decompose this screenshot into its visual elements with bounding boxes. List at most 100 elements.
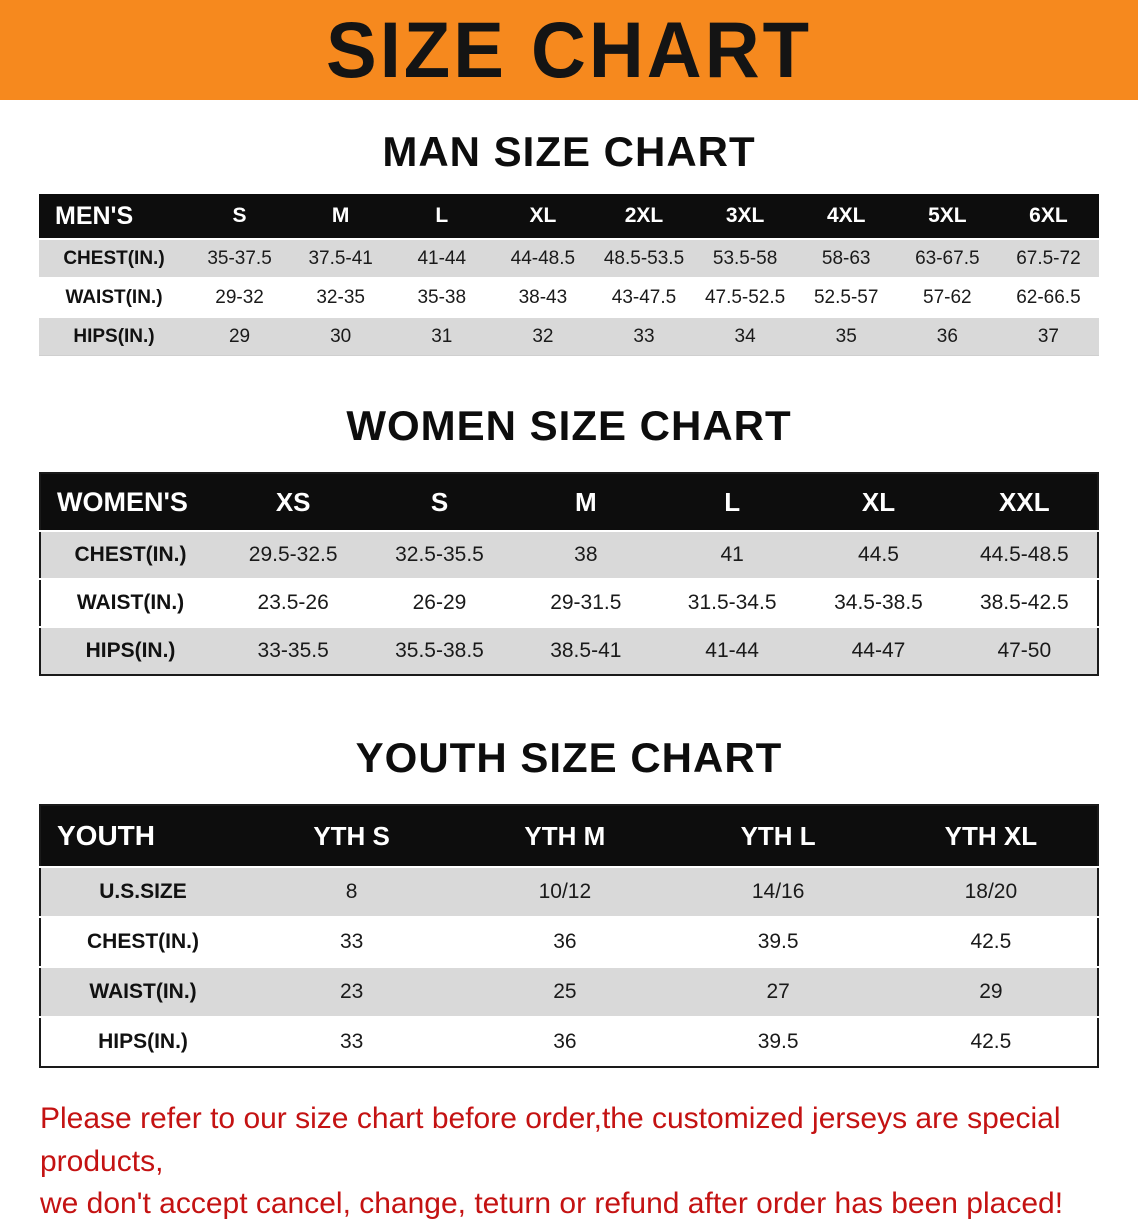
disclaimer-line-1: Please refer to our size chart before or…	[40, 1102, 1061, 1178]
size-value-cell: 39.5	[671, 916, 885, 967]
table-row: CHEST(IN.) 33 36 39.5 42.5	[40, 916, 1098, 967]
size-value-cell: 33	[245, 1016, 459, 1067]
table-row: HIPS(IN.) 33 36 39.5 42.5	[40, 1016, 1098, 1067]
size-value-cell: 31.5-34.5	[658, 578, 806, 627]
size-value-cell: 57-62	[896, 277, 998, 317]
size-value-cell: 34	[694, 316, 796, 356]
size-value-cell: 32-35	[290, 277, 392, 317]
row-label: WAIST(IN.)	[40, 578, 220, 627]
size-value-cell: 41	[658, 530, 806, 579]
row-label: HIPS(IN.)	[40, 626, 220, 675]
row-label: WAIST(IN.)	[40, 966, 245, 1017]
size-value-cell: 31	[391, 316, 493, 356]
size-value-cell: 43-47.5	[593, 277, 695, 317]
size-value-cell: 29	[884, 966, 1098, 1017]
size-value-cell: 39.5	[671, 1016, 885, 1067]
size-column-header: XXL	[951, 473, 1098, 531]
size-value-cell: 33	[593, 316, 695, 356]
size-column-header: YTH L	[671, 805, 885, 867]
size-value-cell: 35.5-38.5	[366, 626, 513, 675]
size-value-cell: 29.5-32.5	[220, 530, 367, 579]
size-value-cell: 41-44	[658, 626, 806, 675]
size-chart-banner: SIZE CHART	[0, 0, 1138, 100]
size-column-header: XL	[805, 473, 952, 531]
size-value-cell: 58-63	[795, 238, 897, 278]
size-value-cell: 37	[997, 316, 1099, 356]
size-column-header: YTH M	[458, 805, 672, 867]
size-value-cell: 30	[290, 316, 392, 356]
size-value-cell: 44.5-48.5	[951, 530, 1098, 579]
size-value-cell: 37.5-41	[290, 238, 392, 278]
table-row: HIPS(IN.) 29 30 31 32 33 34 35 36 37	[39, 316, 1099, 356]
size-value-cell: 38.5-42.5	[951, 578, 1098, 627]
size-value-cell: 36	[896, 316, 998, 356]
disclaimer-text: Please refer to our size chart before or…	[40, 1098, 1102, 1226]
men-size-table: MEN'S S M L XL 2XL 3XL 4XL 5XL 6XL CHEST…	[39, 194, 1099, 356]
size-value-cell: 10/12	[458, 866, 672, 917]
size-column-header: 6XL	[997, 194, 1099, 239]
size-column-header: 3XL	[694, 194, 796, 239]
size-value-cell: 35	[795, 316, 897, 356]
size-column-header: YTH S	[245, 805, 459, 867]
size-value-cell: 36	[458, 1016, 672, 1067]
size-value-cell: 38.5-41	[512, 626, 659, 675]
size-value-cell: 42.5	[884, 916, 1098, 967]
size-value-cell: 44.5	[805, 530, 952, 579]
size-value-cell: 41-44	[391, 238, 493, 278]
size-column-header: S	[366, 473, 513, 531]
size-value-cell: 18/20	[884, 866, 1098, 917]
row-label: CHEST(IN.)	[40, 530, 220, 579]
table-row: CHEST(IN.) 29.5-32.5 32.5-35.5 38 41 44.…	[40, 530, 1098, 579]
size-value-cell: 67.5-72	[997, 238, 1099, 278]
row-label: WAIST(IN.)	[39, 277, 189, 317]
size-value-cell: 14/16	[671, 866, 885, 917]
size-value-cell: 29-31.5	[512, 578, 659, 627]
size-value-cell: 36	[458, 916, 672, 967]
size-value-cell: 32	[492, 316, 594, 356]
table-row: CHEST(IN.) 35-37.5 37.5-41 41-44 44-48.5…	[39, 238, 1099, 278]
size-value-cell: 38	[512, 530, 659, 579]
men-size-chart-heading: MAN SIZE CHART	[382, 128, 756, 175]
size-column-header: S	[189, 194, 291, 239]
banner-title: SIZE CHART	[326, 5, 812, 95]
size-column-header: L	[658, 473, 806, 531]
size-value-cell: 44-48.5	[492, 238, 594, 278]
youth-header-row: YOUTH YTH S YTH M YTH L YTH XL	[40, 805, 1098, 867]
row-label: CHEST(IN.)	[40, 916, 245, 967]
youth-size-table: YOUTH YTH S YTH M YTH L YTH XL U.S.SIZE …	[39, 804, 1099, 1068]
size-value-cell: 47.5-52.5	[694, 277, 796, 317]
table-row: WAIST(IN.) 23.5-26 26-29 29-31.5 31.5-34…	[40, 578, 1098, 627]
women-table-corner-label: WOMEN'S	[40, 473, 220, 531]
size-value-cell: 47-50	[951, 626, 1098, 675]
size-value-cell: 42.5	[884, 1016, 1098, 1067]
women-header-row: WOMEN'S XS S M L XL XXL	[40, 473, 1098, 531]
size-column-header: 2XL	[593, 194, 695, 239]
size-column-header: L	[391, 194, 493, 239]
size-value-cell: 38-43	[492, 277, 594, 317]
size-value-cell: 34.5-38.5	[805, 578, 952, 627]
women-size-table: WOMEN'S XS S M L XL XXL CHEST(IN.) 29.5-…	[39, 472, 1099, 676]
size-column-header: M	[290, 194, 392, 239]
size-value-cell: 32.5-35.5	[366, 530, 513, 579]
size-value-cell: 44-47	[805, 626, 952, 675]
size-value-cell: 29-32	[189, 277, 291, 317]
row-label: CHEST(IN.)	[39, 238, 189, 278]
size-column-header: 4XL	[795, 194, 897, 239]
size-value-cell: 23	[245, 966, 459, 1017]
table-row: WAIST(IN.) 23 25 27 29	[40, 966, 1098, 1017]
size-column-header: XL	[492, 194, 594, 239]
row-label: U.S.SIZE	[40, 866, 245, 917]
size-value-cell: 35-37.5	[189, 238, 291, 278]
size-value-cell: 23.5-26	[220, 578, 367, 627]
size-value-cell: 33	[245, 916, 459, 967]
disclaimer-line-2: we don't accept cancel, change, teturn o…	[40, 1187, 1064, 1221]
size-value-cell: 35-38	[391, 277, 493, 317]
size-value-cell: 33-35.5	[220, 626, 367, 675]
men-header-row: MEN'S S M L XL 2XL 3XL 4XL 5XL 6XL	[39, 194, 1099, 239]
row-label: HIPS(IN.)	[39, 316, 189, 356]
size-column-header: YTH XL	[884, 805, 1098, 867]
youth-size-chart-heading: YOUTH SIZE CHART	[355, 734, 783, 781]
size-value-cell: 29	[189, 316, 291, 356]
size-column-header: 5XL	[896, 194, 998, 239]
size-value-cell: 53.5-58	[694, 238, 796, 278]
